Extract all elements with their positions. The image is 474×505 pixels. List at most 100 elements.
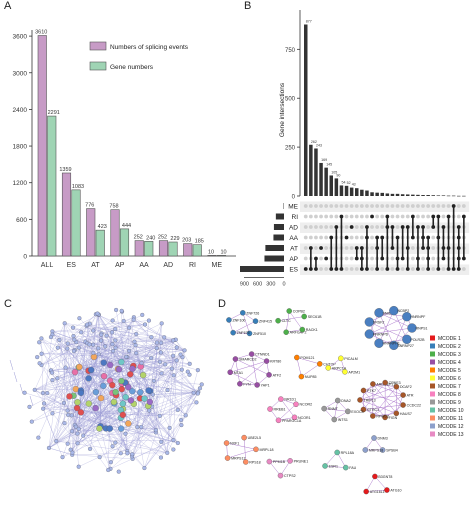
matrix-dot-empty (416, 214, 420, 219)
cluster-node (382, 414, 388, 421)
y-tick-label: 3600 (13, 34, 28, 41)
matrix-dot-empty (421, 214, 425, 219)
network-node (171, 438, 176, 443)
network-node (108, 460, 113, 465)
legend-swatch (430, 343, 435, 349)
network-node (91, 342, 96, 347)
bar (134, 240, 144, 257)
matrix-dot-empty (426, 225, 431, 229)
network-node (123, 431, 128, 436)
x-tick-label: ES (67, 262, 77, 269)
matrix-dot-empty (461, 267, 466, 271)
network-edge (72, 314, 99, 328)
network-node (71, 348, 76, 354)
set-label: AD (289, 225, 298, 232)
intersection-bar (457, 195, 461, 197)
intersection-bar (446, 195, 451, 197)
cluster-node-label: PRUNE1 (294, 459, 309, 463)
cluster-edge (269, 460, 291, 462)
network-edge (103, 332, 113, 377)
set-label: RI (292, 214, 299, 221)
network-edge (34, 323, 65, 390)
network-node (111, 348, 116, 354)
cluster-node (277, 472, 284, 479)
y-axis-label: Gene intersections (279, 82, 286, 137)
cluster-node (370, 381, 376, 387)
network-node (71, 333, 76, 339)
y-tick-label: 0 (292, 195, 296, 201)
cluster-edge (328, 367, 345, 373)
legend-label: MCODE 12 (438, 424, 464, 430)
cluster-edge (285, 310, 290, 333)
network-edge (160, 350, 185, 353)
intersection-bar (314, 148, 318, 196)
network-edge (155, 368, 173, 431)
x-tick-label: AT (91, 262, 100, 269)
matrix-dot-empty (344, 267, 349, 271)
cluster-edge (366, 489, 387, 492)
cluster-edge (363, 409, 386, 418)
network-edge (110, 373, 162, 463)
cluster-edge (359, 386, 397, 401)
cluster-edge (369, 321, 407, 340)
cluster-node-label: ZNF100 (232, 318, 245, 322)
matrix-dot-empty (390, 256, 395, 261)
network-edge (43, 403, 78, 444)
cluster-node-label: SNRPN (383, 311, 396, 315)
cluster-node-label: SEC61B (308, 315, 322, 319)
cluster-edge (372, 413, 397, 417)
network-node (165, 450, 170, 455)
matrix-dot-empty (359, 235, 364, 240)
network-node (63, 365, 68, 370)
network-node (39, 351, 44, 356)
network-node (107, 361, 114, 369)
cluster-node-label: RNMT (328, 407, 339, 411)
y-tick-label: 0 (23, 254, 27, 261)
intersection-label: 145 (326, 163, 332, 167)
network-node (57, 337, 62, 342)
network-node (171, 447, 176, 452)
network-edge (52, 379, 84, 436)
cluster-node-label: RREB1 (274, 408, 286, 412)
network-edge (131, 406, 153, 457)
cluster-node (293, 401, 299, 407)
network-edge (9, 359, 14, 371)
cluster-node (362, 447, 369, 453)
matrix-dot-empty (324, 267, 329, 271)
matrix-dot-empty (375, 214, 380, 219)
cluster-node (357, 397, 363, 403)
intersection-bar (385, 193, 390, 196)
network-node (106, 425, 113, 432)
matrix-row-band (300, 201, 470, 212)
network-edge (56, 348, 68, 442)
set-size-tick-label: 600 (253, 282, 262, 288)
network-edge (52, 334, 114, 352)
legend-swatch (89, 61, 107, 71)
network-edge (67, 348, 79, 467)
cluster-node (230, 329, 236, 336)
cluster-node-label: EXOC3 (351, 410, 363, 414)
network-node (121, 318, 126, 324)
legend-label: MCODE 8 (438, 392, 461, 398)
matrix-dot-empty (349, 267, 354, 271)
cluster-node (407, 323, 417, 333)
cluster-node (364, 329, 374, 339)
network-node (118, 425, 125, 432)
matrix-dot-empty (314, 214, 318, 219)
bar-value-label: 2291 (48, 110, 60, 116)
set-label: ME (288, 204, 298, 211)
network-node (22, 390, 27, 395)
cluster-edge (230, 360, 267, 373)
matrix-dot-empty (370, 256, 374, 261)
network-node (191, 390, 196, 395)
matrix-dot-empty (349, 256, 354, 261)
network-node (69, 413, 74, 418)
cluster-node-label: SPSB4 (386, 449, 398, 453)
legend-swatch (430, 431, 435, 437)
cluster-edge (280, 398, 295, 418)
cluster-node (252, 318, 259, 324)
matrix-dot-empty (365, 214, 369, 219)
legend-label: MCODE 2 (438, 344, 461, 350)
network-node (85, 400, 92, 407)
matrix-dot-empty (441, 214, 446, 219)
